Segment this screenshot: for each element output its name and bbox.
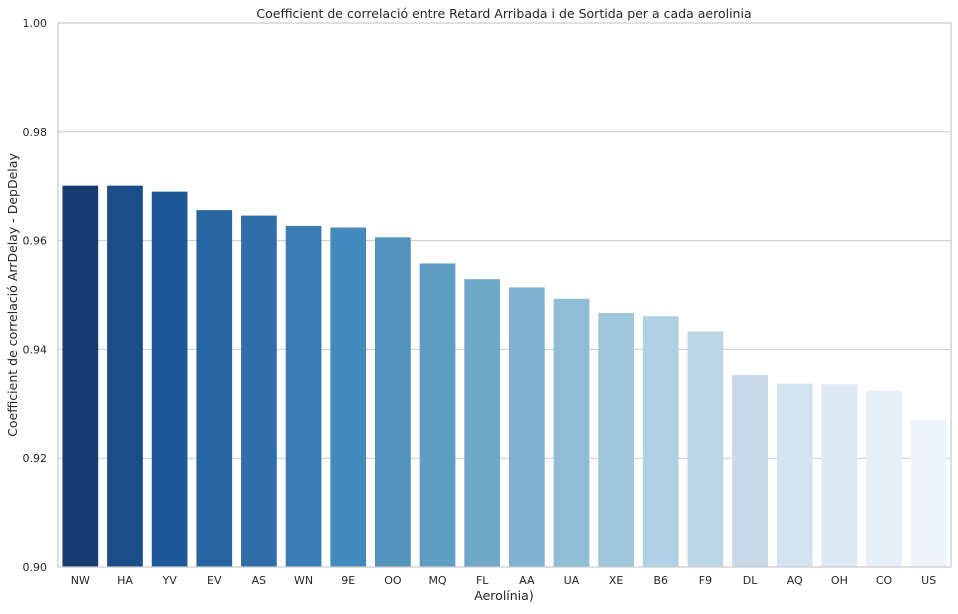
x-tick-label: 9E [341, 574, 355, 587]
bar-oh [821, 384, 858, 567]
plot-border [57, 22, 952, 568]
bar-f9 [687, 331, 724, 567]
bar-ha [107, 185, 143, 567]
y-tick-label: 0.96 [23, 235, 48, 248]
bar-ua [553, 298, 590, 567]
x-tick-label: WN [294, 574, 313, 587]
bar-xe [598, 312, 634, 567]
bar-b6 [642, 316, 679, 567]
x-tick-label: HA [117, 574, 133, 587]
x-axis-title: Aerolínia) [474, 588, 533, 603]
bars [62, 185, 947, 568]
x-tick-label: US [921, 574, 936, 587]
x-tick-label: EV [207, 574, 222, 587]
x-tick-label: NW [71, 574, 90, 587]
x-tick-label: AS [252, 574, 267, 587]
x-tick-label: OH [831, 574, 848, 587]
y-tick-labels: 0.90 0.92 0.94 0.96 0.98 1.00 [23, 17, 48, 574]
bar-as [241, 215, 277, 568]
bar-oo [375, 237, 411, 567]
x-tick-labels: NW HA YV EV AS WN 9E OO MQ FL AA UA XE B6 F9 DL AQ OH CO US [71, 574, 936, 587]
x-tick-label: F9 [699, 574, 712, 587]
bar-9e [330, 227, 367, 567]
y-tick-label: 0.92 [23, 452, 48, 465]
x-tick-label: MQ [428, 574, 446, 587]
y-tick-label: 1.00 [23, 17, 48, 30]
y-tick-label: 0.94 [23, 343, 48, 356]
gridlines [58, 22, 951, 568]
bar-dl [732, 374, 768, 567]
x-tick-label: FL [476, 574, 489, 587]
bar-mq [419, 263, 456, 567]
x-tick-label: B6 [654, 574, 669, 587]
x-tick-label: AA [519, 574, 535, 587]
x-tick-label: OO [384, 574, 402, 587]
bar-wn [285, 225, 322, 568]
plot-frame [57, 22, 952, 568]
bar-nw [62, 185, 99, 567]
x-tick-label: UA [564, 574, 580, 587]
y-tick-label: 0.90 [23, 561, 48, 574]
bar-yv [151, 191, 188, 567]
x-tick-label: AQ [787, 574, 803, 587]
bar-ev [196, 210, 233, 568]
bar-aa [508, 287, 545, 567]
x-tick-label: XE [609, 574, 624, 587]
bar-co [866, 390, 902, 567]
x-tick-label: CO [876, 574, 893, 587]
y-axis-title: Coefficient de correlació ArrDelay - Dep… [5, 153, 20, 437]
bar-fl [464, 279, 501, 567]
chart-title: Coefficient de correlació entre Retard A… [256, 6, 751, 21]
x-tick-label: DL [743, 574, 758, 587]
bar-aq [776, 383, 813, 567]
y-tick-label: 0.98 [23, 126, 48, 139]
bar-us [910, 420, 947, 567]
x-tick-label: YV [162, 574, 178, 587]
